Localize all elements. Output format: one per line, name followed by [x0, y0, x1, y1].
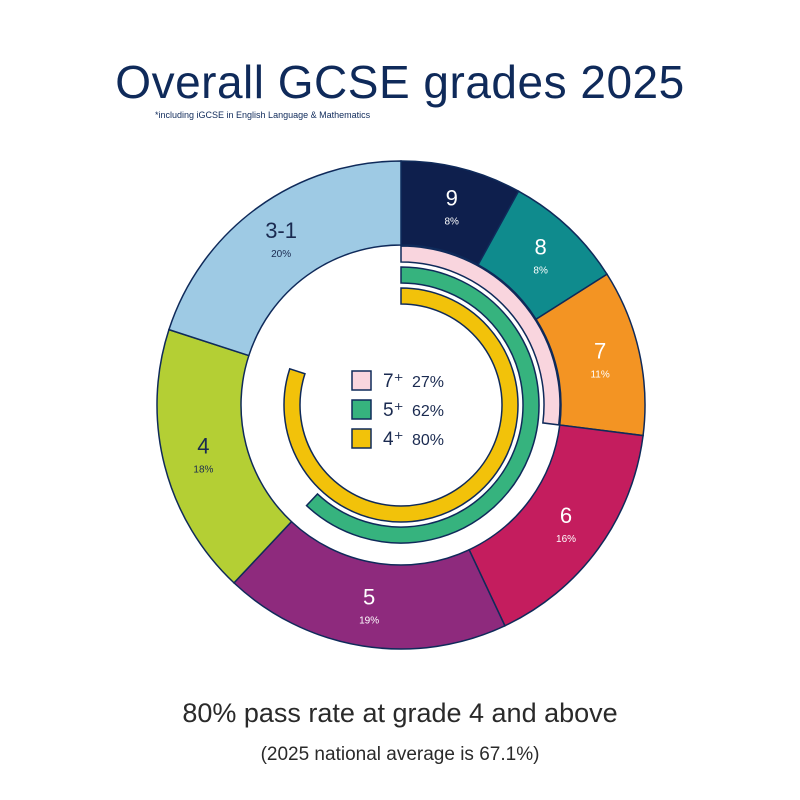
chart-title: Overall GCSE grades 2025 — [115, 56, 685, 108]
legend-label: 5⁺ — [383, 400, 404, 421]
outer-slice-value-label: 11% — [590, 369, 609, 380]
inner-arc-80pct — [283, 287, 519, 523]
legend-swatch — [351, 428, 372, 449]
national-average-note: (2025 national average is 67.1%) — [260, 744, 540, 765]
outer-slice-label: 6 — [560, 503, 572, 528]
outer-slice-value-label: 20% — [271, 249, 291, 260]
outer-slice-value-label: 19% — [359, 615, 379, 626]
outer-slice-value-label: 8% — [445, 216, 460, 227]
legend-value: 80% — [412, 432, 444, 449]
legend-label: 4⁺ — [383, 429, 404, 450]
outer-slice-label: 7 — [594, 338, 606, 363]
inner-arc-27pct — [400, 245, 561, 426]
outer-slice-value-label: 18% — [193, 465, 213, 476]
outer-slice-value-label: 8% — [533, 265, 548, 276]
inner-arc-62pct — [305, 266, 540, 544]
outer-slice-label: 4 — [197, 434, 209, 459]
outer-slice-value-label: 16% — [556, 534, 576, 545]
pass-rate-headline: 80% pass rate at grade 4 and above — [182, 698, 618, 728]
outer-slice-grade-3-1 — [167, 160, 402, 357]
outer-slice-label: 9 — [446, 185, 458, 210]
legend-swatch — [351, 370, 372, 391]
outer-slice-label: 5 — [363, 584, 375, 609]
outer-slice-label: 8 — [535, 234, 547, 259]
legend-value: 62% — [412, 403, 444, 420]
chart-subtitle: *including iGCSE in English Language & M… — [155, 110, 371, 120]
legend-label: 7⁺ — [383, 371, 404, 392]
legend-swatch — [351, 399, 372, 420]
outer-slice-label: 3-1 — [265, 218, 297, 243]
legend-value: 27% — [412, 374, 444, 391]
